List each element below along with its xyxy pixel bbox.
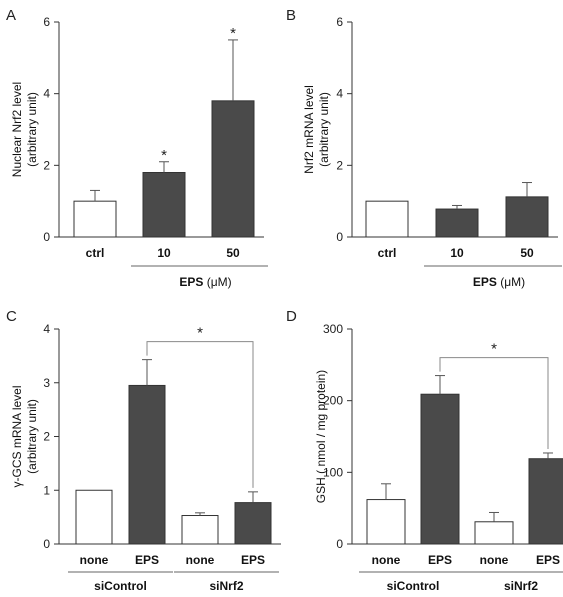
y-tick-label: 0 (43, 230, 50, 244)
category-label: 10 (157, 246, 171, 260)
comparison-bracket (439, 357, 549, 449)
y-tick-label: 4 (336, 87, 343, 101)
category-label: none (372, 553, 401, 567)
y-axis-label: (arbitrary unit) (25, 92, 39, 167)
chart-panel-c: C 0 1 2 3 4 γ-GCS mRNA level (arbitrary unit) no… (6, 308, 281, 593)
group-label: siNrf2 (504, 579, 538, 593)
y-tick-label: 100 (323, 465, 343, 479)
category-label: 50 (226, 246, 240, 260)
y-axis-label: γ-GCS mRNA level (10, 385, 24, 487)
category-label: none (480, 553, 509, 567)
y-axis-label: (arbitrary unit) (25, 399, 39, 474)
y-tick-label: 6 (43, 15, 50, 29)
y-tick-label: 0 (336, 230, 343, 244)
chart-panel-b: B 0 2 4 6 Nrf2 mRNA level (arbitrary unit) ctrl… (286, 7, 562, 289)
category-label: EPS (135, 553, 159, 567)
panel-letter: A (6, 7, 16, 24)
group-label: EPS (μM) (473, 275, 525, 289)
category-label: EPS (536, 553, 560, 567)
group-label: EPS (μM) (179, 275, 231, 289)
significance-marker: * (161, 147, 167, 164)
bar (73, 200, 117, 238)
bar (181, 515, 219, 545)
category-label: EPS (428, 553, 452, 567)
bar (142, 172, 186, 238)
bar (420, 393, 460, 545)
category-label: ctrl (378, 246, 397, 260)
category-label: EPS (241, 553, 265, 567)
y-axis-label: Nuclear Nrf2 level (10, 82, 24, 177)
group-label: siControl (94, 579, 147, 593)
bar (234, 502, 272, 545)
bar (128, 384, 166, 545)
group-label: siControl (387, 579, 440, 593)
chart-panel-d: D 0 100 200 300 GSH ( nmol / mg protein) none E… (286, 308, 563, 593)
bar (435, 208, 479, 238)
panel-letter: D (286, 308, 297, 325)
comparison-star: * (197, 325, 203, 342)
y-tick-label: 3 (43, 376, 50, 390)
y-tick-label: 2 (336, 158, 343, 172)
comparison-star: * (491, 341, 497, 358)
y-axis-label: (arbitrary unit) (317, 92, 331, 167)
panel-letter: C (6, 308, 17, 325)
category-label: 10 (450, 246, 464, 260)
group-label: siNrf2 (209, 579, 243, 593)
y-axis-label: GSH ( nmol / mg protein) (314, 370, 328, 503)
y-axis-label: Nrf2 mRNA level (302, 85, 316, 174)
y-tick-label: 2 (43, 158, 50, 172)
category-label: 50 (520, 246, 534, 260)
category-label: none (80, 553, 109, 567)
bar (474, 521, 514, 545)
bar (505, 196, 549, 238)
category-label: none (186, 553, 215, 567)
chart-panel-a: A 0 2 4 6 Nuclear Nrf2 level (arbitrary unit) c… (6, 7, 268, 289)
y-tick-label: 6 (336, 15, 343, 29)
y-tick-label: 4 (43, 322, 50, 336)
bar (211, 100, 255, 238)
bar (75, 489, 113, 545)
y-tick-label: 4 (43, 87, 50, 101)
category-label: ctrl (86, 246, 105, 260)
panel-letter: B (286, 7, 296, 24)
y-tick-label: 300 (323, 322, 343, 336)
y-tick-label: 0 (336, 537, 343, 551)
y-tick-label: 1 (43, 483, 50, 497)
bar (528, 458, 563, 545)
group-label-unit: (μM) (500, 275, 525, 289)
y-tick-label: 0 (43, 537, 50, 551)
group-label-unit: (μM) (207, 275, 232, 289)
significance-marker: * (230, 25, 236, 42)
comparison-bracket (146, 341, 254, 488)
bar (365, 200, 409, 238)
y-tick-label: 2 (43, 430, 50, 444)
group-label-prefix: EPS (473, 275, 500, 289)
y-tick-label: 200 (323, 394, 343, 408)
bar (366, 499, 406, 545)
group-label-prefix: EPS (179, 275, 206, 289)
